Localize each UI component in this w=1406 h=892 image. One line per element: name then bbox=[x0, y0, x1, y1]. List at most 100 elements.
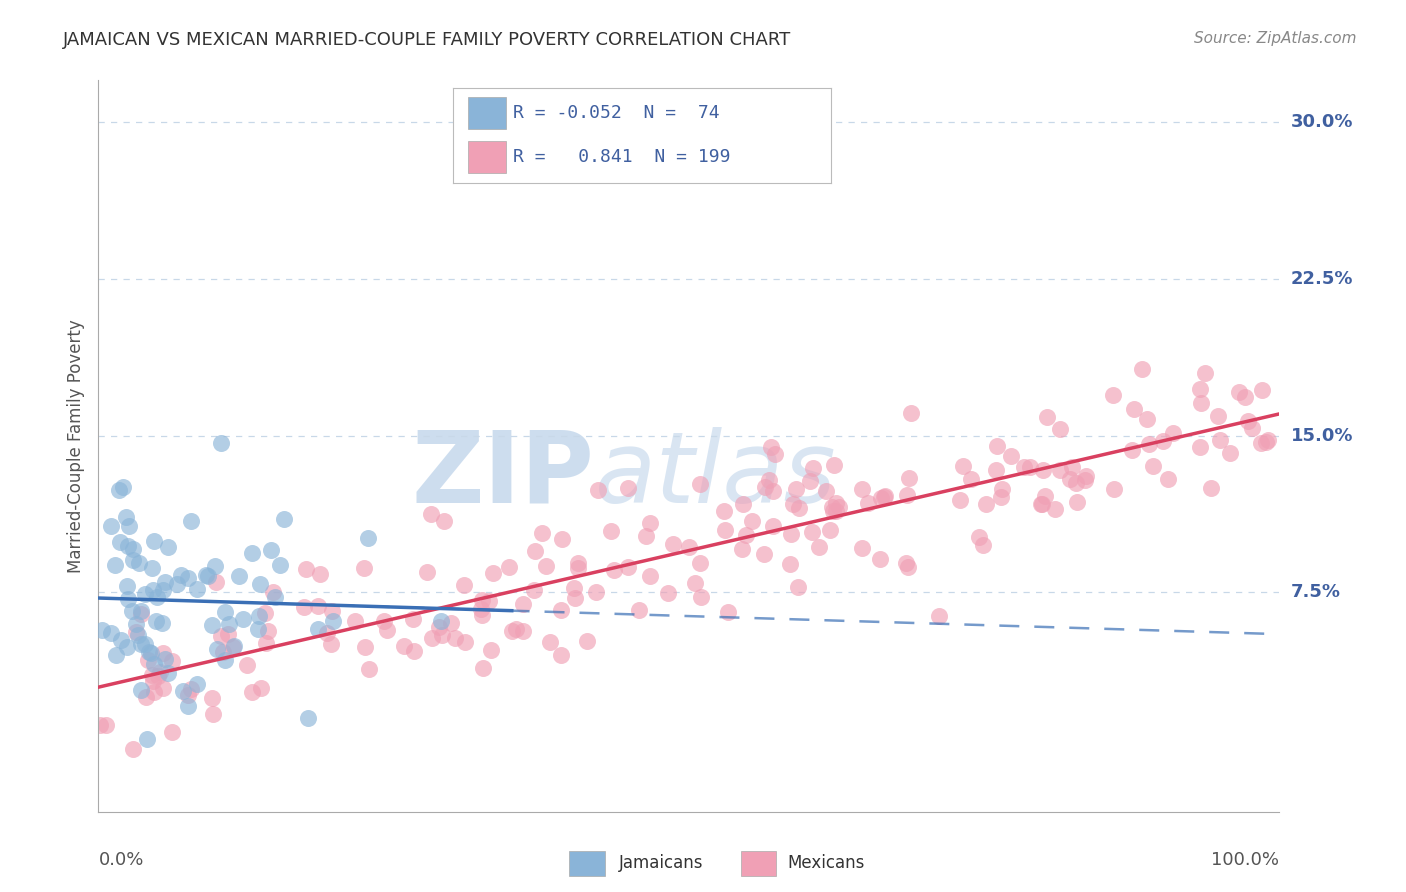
Point bbox=[821, 504, 844, 518]
Point bbox=[523, 583, 546, 598]
Point bbox=[373, 614, 395, 628]
Point bbox=[828, 500, 851, 515]
Point bbox=[177, 688, 200, 702]
Point bbox=[121, 553, 143, 567]
Point bbox=[180, 514, 202, 528]
Point bbox=[121, 542, 143, 557]
Point bbox=[1250, 436, 1272, 450]
Point bbox=[1199, 481, 1222, 495]
Point bbox=[105, 648, 128, 662]
Point bbox=[177, 571, 200, 585]
Point bbox=[870, 491, 893, 506]
Point bbox=[186, 677, 208, 691]
Point bbox=[357, 662, 380, 676]
Point bbox=[247, 608, 270, 623]
Point bbox=[217, 627, 239, 641]
Point bbox=[135, 690, 157, 705]
Point bbox=[1189, 396, 1212, 410]
Point bbox=[780, 526, 803, 541]
Point bbox=[762, 519, 785, 533]
Point bbox=[785, 482, 807, 496]
Point bbox=[873, 489, 896, 503]
Point bbox=[512, 624, 534, 638]
Point bbox=[1219, 446, 1241, 460]
Point bbox=[763, 447, 786, 461]
Point bbox=[256, 624, 278, 638]
Point bbox=[782, 497, 804, 511]
Point bbox=[307, 623, 329, 637]
Point bbox=[814, 483, 837, 498]
Point bbox=[197, 568, 219, 582]
Point bbox=[1074, 473, 1097, 487]
Text: 22.5%: 22.5% bbox=[1291, 269, 1353, 288]
Point bbox=[319, 637, 342, 651]
Point bbox=[1236, 414, 1258, 428]
Point bbox=[479, 642, 502, 657]
Point bbox=[821, 500, 844, 514]
Point bbox=[1209, 433, 1232, 447]
Point bbox=[1064, 476, 1087, 491]
Point bbox=[990, 490, 1012, 504]
Point bbox=[858, 496, 880, 510]
Point bbox=[214, 653, 236, 667]
Point bbox=[1076, 469, 1098, 483]
Point bbox=[894, 556, 917, 570]
Point bbox=[454, 634, 477, 648]
Point bbox=[205, 642, 228, 657]
Point bbox=[617, 560, 640, 574]
Point bbox=[638, 569, 661, 583]
Point bbox=[1254, 435, 1277, 450]
Point bbox=[218, 617, 240, 632]
Point bbox=[730, 542, 752, 557]
Point bbox=[873, 490, 896, 504]
Point bbox=[1062, 459, 1084, 474]
Point bbox=[869, 551, 891, 566]
Point bbox=[142, 533, 165, 548]
Text: 7.5%: 7.5% bbox=[1291, 583, 1340, 601]
Point bbox=[731, 497, 754, 511]
Point bbox=[1043, 501, 1066, 516]
Point bbox=[143, 657, 166, 672]
Point bbox=[429, 614, 451, 628]
Point bbox=[125, 625, 148, 640]
Point bbox=[153, 575, 176, 590]
Point bbox=[125, 616, 148, 631]
Point bbox=[689, 477, 711, 491]
Point bbox=[762, 484, 785, 499]
Point bbox=[121, 604, 143, 618]
Point bbox=[141, 561, 163, 575]
Point bbox=[269, 558, 291, 572]
Point bbox=[851, 541, 873, 555]
Point bbox=[444, 631, 467, 645]
Point bbox=[201, 618, 224, 632]
Point bbox=[152, 646, 174, 660]
Point bbox=[297, 711, 319, 725]
Point bbox=[110, 632, 132, 647]
Point bbox=[949, 492, 972, 507]
Point bbox=[294, 562, 316, 576]
Point bbox=[972, 539, 994, 553]
Point bbox=[273, 511, 295, 525]
Point bbox=[779, 558, 801, 572]
Point bbox=[505, 622, 527, 636]
Point bbox=[139, 646, 162, 660]
Point bbox=[799, 474, 821, 488]
Point bbox=[138, 645, 160, 659]
Point bbox=[851, 482, 873, 496]
Point bbox=[128, 557, 150, 571]
Point bbox=[100, 519, 122, 533]
Point bbox=[498, 559, 520, 574]
Point bbox=[531, 525, 554, 540]
Point bbox=[787, 580, 810, 594]
Point bbox=[394, 639, 416, 653]
Point bbox=[142, 583, 165, 598]
Point bbox=[1059, 473, 1081, 487]
Point bbox=[155, 652, 177, 666]
Point bbox=[754, 480, 776, 494]
Point bbox=[254, 635, 277, 649]
Point bbox=[1189, 440, 1212, 454]
Point bbox=[240, 546, 263, 560]
Point bbox=[1019, 460, 1042, 475]
Point bbox=[567, 557, 589, 571]
Point bbox=[470, 601, 492, 615]
